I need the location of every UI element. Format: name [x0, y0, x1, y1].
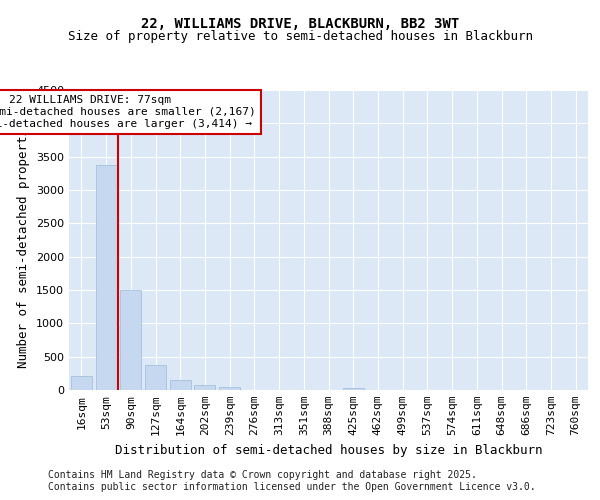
Bar	[145, 364, 166, 390]
Text: Contains public sector information licensed under the Open Government Licence v3: Contains public sector information licen…	[48, 482, 536, 492]
Bar	[71, 376, 92, 390]
X-axis label: Distribution of semi-detached houses by size in Blackburn: Distribution of semi-detached houses by …	[115, 444, 542, 456]
Text: Contains HM Land Registry data © Crown copyright and database right 2025.: Contains HM Land Registry data © Crown c…	[48, 470, 477, 480]
Y-axis label: Number of semi-detached properties: Number of semi-detached properties	[17, 112, 31, 368]
Text: 22, WILLIAMS DRIVE, BLACKBURN, BB2 3WT: 22, WILLIAMS DRIVE, BLACKBURN, BB2 3WT	[141, 18, 459, 32]
Bar	[343, 388, 364, 390]
Text: 22 WILLIAMS DRIVE: 77sqm
← 38% of semi-detached houses are smaller (2,167)
60% o: 22 WILLIAMS DRIVE: 77sqm ← 38% of semi-d…	[0, 96, 256, 128]
Bar	[120, 290, 141, 390]
Bar	[95, 166, 116, 390]
Bar	[219, 388, 240, 390]
Bar	[170, 380, 191, 390]
Text: Size of property relative to semi-detached houses in Blackburn: Size of property relative to semi-detach…	[67, 30, 533, 43]
Bar	[194, 384, 215, 390]
